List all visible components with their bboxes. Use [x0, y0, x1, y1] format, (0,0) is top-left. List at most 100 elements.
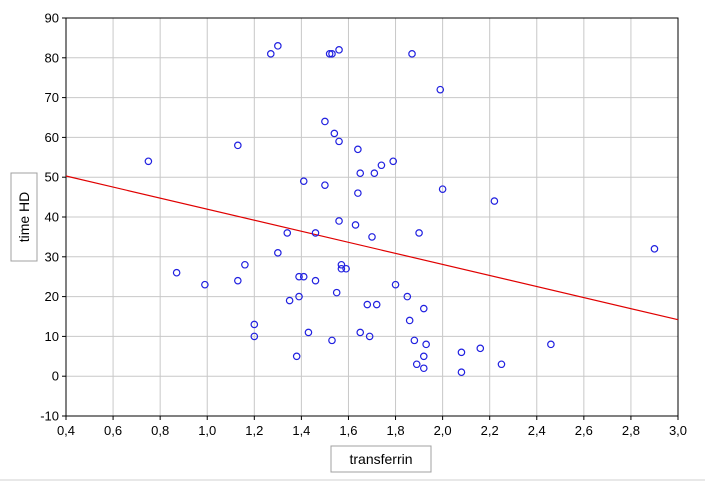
data-point [295, 292, 303, 301]
data-point [250, 332, 259, 341]
x-tick-label: 1,4 [292, 423, 310, 438]
data-point [497, 360, 506, 369]
data-point [201, 280, 209, 289]
data-point [266, 50, 275, 58]
data-point [377, 161, 386, 170]
x-tick-label: 2,6 [575, 423, 593, 438]
data-point [405, 316, 414, 325]
x-axis-ticks [65, 416, 679, 420]
data-point [283, 229, 292, 237]
x-axis-title: transferrin [349, 451, 412, 467]
data-point [325, 50, 334, 58]
y-axis-title: time HD [16, 192, 32, 243]
data-point [356, 328, 365, 337]
data-point [299, 272, 308, 281]
data-point [363, 300, 372, 309]
data-point [547, 340, 555, 349]
y-tick-label: 0 [52, 369, 59, 384]
y-tick-label: 50 [45, 170, 59, 185]
data-point [321, 117, 329, 126]
x-tick-label: 2,8 [622, 423, 640, 438]
y-axis-tick-labels: -10 0 10 20 30 40 50 60 70 80 90 [40, 11, 59, 424]
x-tick-label: 2,2 [481, 423, 499, 438]
data-point [422, 340, 430, 349]
x-tick-label: 0,6 [104, 423, 122, 438]
data-point [457, 368, 466, 377]
x-tick-label: 1,6 [339, 423, 357, 438]
data-point [342, 264, 350, 273]
x-axis-title-box [330, 445, 432, 473]
data-point [311, 229, 320, 237]
data-point [370, 169, 379, 178]
data-point [476, 344, 485, 353]
data-point [330, 129, 339, 138]
data-point [337, 260, 346, 269]
data-point [351, 221, 360, 229]
y-tick-label: 90 [45, 11, 59, 26]
data-point [389, 157, 397, 166]
data-point [241, 260, 249, 269]
data-point [274, 42, 282, 50]
x-tick-label: 0,4 [57, 423, 75, 438]
data-point [292, 352, 301, 361]
data-point [419, 304, 428, 313]
data-point [419, 352, 428, 361]
data-point [412, 360, 421, 369]
y-tick-label: 20 [45, 289, 59, 304]
data-point [457, 348, 466, 357]
data-point [419, 364, 428, 373]
x-tick-label: 2,4 [528, 423, 546, 438]
y-tick-label: 80 [45, 50, 59, 65]
data-point [436, 85, 445, 94]
data-point [299, 177, 308, 185]
y-tick-label: 10 [45, 329, 59, 344]
data-point [234, 276, 242, 285]
x-tick-label: 0,8 [151, 423, 169, 438]
x-tick-label: 2,0 [434, 423, 452, 438]
data-point [285, 296, 294, 305]
data-point [295, 272, 303, 281]
regression-line [65, 175, 679, 321]
y-axis-title-box [10, 172, 38, 262]
data-point [391, 280, 400, 289]
data-point [410, 336, 419, 345]
x-tick-label: 1,0 [198, 423, 216, 438]
data-point [332, 288, 341, 297]
data-point [335, 46, 343, 54]
y-tick-label: 60 [45, 130, 59, 145]
data-point [490, 197, 499, 205]
data-point [408, 50, 416, 58]
data-point [321, 181, 329, 189]
x-tick-label: 1,2 [245, 423, 263, 438]
data-point [335, 217, 343, 225]
y-axis-ticks [62, 17, 66, 417]
data-points [144, 42, 659, 377]
data-point [335, 137, 343, 146]
y-tick-label: 40 [45, 210, 59, 225]
data-point [403, 292, 412, 301]
y-tick-label: 30 [45, 249, 59, 264]
data-point [304, 328, 313, 337]
data-point [438, 185, 447, 193]
grid-lines [66, 18, 678, 416]
data-point [337, 264, 346, 273]
y-tick-label: -10 [40, 409, 59, 424]
data-point [368, 233, 376, 241]
y-tick-label: 70 [45, 90, 59, 105]
data-point [354, 189, 362, 197]
data-point [328, 336, 336, 345]
data-point [356, 169, 365, 178]
data-point [650, 245, 659, 253]
data-point [372, 300, 381, 309]
x-tick-label: 3,0 [669, 423, 687, 438]
data-point [354, 145, 362, 154]
data-point [172, 268, 181, 277]
data-point [365, 332, 374, 341]
data-point [250, 320, 259, 329]
x-axis-tick-labels: 0,4 0,6 0,8 1,0 1,2 1,4 1,6 1,8 2,0 2,2 2,4 2,6 2,8 3… [57, 423, 687, 438]
data-point [328, 50, 336, 58]
regression-line-layer [65, 175, 679, 321]
data-point [311, 276, 320, 285]
